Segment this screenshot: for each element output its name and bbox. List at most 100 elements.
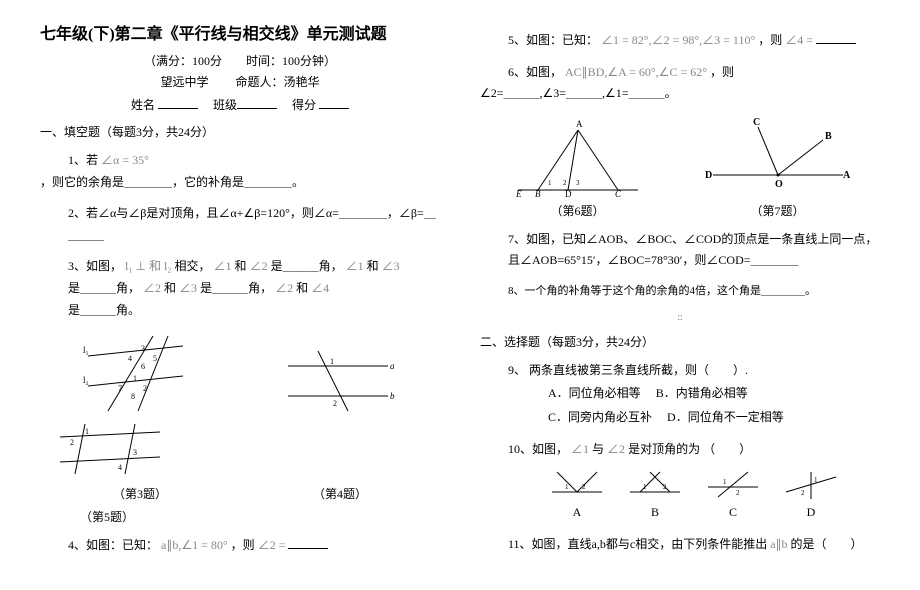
- q9-options: A．同位角必相等 B．内错角必相等 C．同旁内角必互补 D．同位角不一定相等: [508, 381, 880, 429]
- question-1: 1、若 ∠α = 35° ，则它的余角是＿＿＿＿，它的补角是＿＿＿＿。: [40, 150, 440, 193]
- q3-and-3: 和: [164, 281, 176, 295]
- q3-a: 3、如图，: [68, 259, 122, 273]
- q4-a: 4、如图：已知：: [68, 538, 158, 552]
- q3-ang2: ∠2: [250, 259, 268, 273]
- svg-text:6: 6: [141, 362, 145, 371]
- svg-text:2: 2: [801, 489, 805, 497]
- svg-text:5: 5: [153, 354, 157, 363]
- q5-ang: ∠4 =: [785, 33, 813, 47]
- svg-text:1: 1: [565, 483, 569, 491]
- svg-text:1: 1: [548, 179, 552, 187]
- name-label: 姓名: [131, 98, 155, 112]
- svg-text:2: 2: [333, 399, 337, 408]
- q10-fig-b: 12 B: [625, 467, 685, 524]
- q10-e2: ∠2: [607, 442, 625, 456]
- q11-b: 的是（ ）: [791, 537, 863, 551]
- svg-text:1: 1: [643, 483, 647, 491]
- svg-text:D: D: [565, 189, 572, 199]
- question-11: 11、如图，直线a,b都与c相交，由下列条件能推出 a∥b 的是（ ）: [480, 534, 880, 556]
- q3-ang1b: ∠1: [346, 259, 364, 273]
- q9-opt-a: A．同位角必相等: [548, 386, 641, 400]
- q3-and-4: 和: [296, 281, 308, 295]
- exam-subtitle-2: 望远中学 命题人：汤艳华: [40, 73, 440, 90]
- question-3: 3、如图， l₁ ⊥ 和 l₂ 相交， ∠1 和 ∠2 是＿＿＿角， ∠1 和 …: [40, 256, 440, 321]
- name-blank: [158, 97, 198, 109]
- fig4-label: （第4题）: [313, 485, 367, 502]
- q4-ang: ∠2 =: [258, 538, 286, 552]
- q9-opt-d: D．同位角不一定相等: [667, 410, 784, 424]
- svg-text:2: 2: [143, 384, 147, 393]
- fig7-label: （第7题）: [703, 202, 853, 219]
- q6-a: 6、如图，: [508, 65, 562, 79]
- svg-text:3: 3: [141, 344, 145, 353]
- q10-figures: 12 A 12 B 12 C 12 D: [508, 467, 880, 524]
- svg-text:2: 2: [582, 483, 586, 491]
- q3-f: 是＿＿＿角。: [68, 303, 140, 317]
- q3-ang3: ∠3: [382, 259, 400, 273]
- page-center-marker: ::: [480, 312, 880, 323]
- score-blank: [319, 97, 349, 109]
- question-5: 5、如图：已知： ∠1 = 82°,∠2 = 98°,∠3 = 110° ，则 …: [480, 30, 880, 52]
- svg-text:1: 1: [723, 478, 727, 486]
- q3-e: 是＿＿＿角，: [200, 281, 272, 295]
- q5-blank: [816, 32, 856, 44]
- q10-label-d: D: [781, 502, 841, 524]
- q4-b: ，则: [231, 538, 255, 552]
- fig5-label: （第5题）: [40, 508, 440, 525]
- q3-c: 是＿＿＿角，: [271, 259, 343, 273]
- svg-text:1: 1: [133, 374, 137, 383]
- score-label: 得分: [292, 98, 316, 112]
- q10-fig-d: 1 2 D: [781, 467, 841, 524]
- svg-text:a: a: [390, 361, 395, 371]
- q7-text: 7、如图，已知∠AOB、∠BOC、∠COD的顶点是一条直线上同一点，且∠AOB=…: [508, 232, 877, 268]
- figure-3: l₁ l₂ 3 4 5 6 1 7 2 8: [83, 331, 193, 416]
- svg-text:7: 7: [118, 384, 122, 393]
- svg-text:8: 8: [131, 392, 135, 401]
- svg-text:1: 1: [814, 476, 818, 484]
- question-9: 9、 两条直线被第三条直线所截，则（ ）. A．同位角必相等 B．内错角必相等 …: [480, 360, 880, 430]
- q3-ang3b: ∠3: [179, 281, 197, 295]
- question-7: 7、如图，已知∠AOB、∠BOC、∠COD的顶点是一条直线上同一点，且∠AOB=…: [480, 229, 880, 272]
- svg-text:A: A: [576, 119, 583, 129]
- exam-page: 七年级(下)第二章《平行线与相交线》单元测试题 （满分：100分 时间：100分…: [40, 20, 880, 567]
- q3-and-1: 和: [235, 259, 247, 273]
- figure-5-wrap: 1 2 3 4: [40, 422, 440, 477]
- author-name: 汤艳华: [284, 75, 320, 89]
- figure-labels-345: （第3题） （第4题）: [40, 483, 440, 502]
- q11-expr: a∥b: [770, 537, 787, 551]
- q10-e1: ∠1: [571, 442, 589, 456]
- class-blank: [237, 97, 277, 109]
- fig6-label: （第6题）: [508, 202, 648, 219]
- svg-text:3: 3: [576, 179, 580, 187]
- svg-text:B: B: [825, 131, 832, 142]
- q10-fig-a: 1 2 A: [547, 467, 607, 524]
- svg-text:O: O: [775, 179, 783, 190]
- class-label: 班级: [213, 98, 237, 112]
- q8-text: 8、一个角的补角等于这个角的余角的4倍，这个角是＿＿＿＿。: [508, 285, 816, 297]
- question-6: 6、如图， AC∥BD,∠A = 60°,∠C = 62° ，则 ∠2=＿＿＿,…: [480, 62, 880, 105]
- svg-text:1: 1: [330, 357, 334, 366]
- q5-a: 5、如图：已知：: [508, 33, 598, 47]
- question-2: 2、若∠α与∠β是对顶角，且∠α+∠β=120°，则∠α=＿＿＿＿，∠β=＿＿＿…: [40, 203, 440, 246]
- q10-b: 是对顶角的为 （ ）: [628, 442, 751, 456]
- q9-opt-b: B．内错角必相等: [656, 386, 748, 400]
- svg-text:D: D: [705, 170, 712, 181]
- svg-text:4: 4: [128, 354, 132, 363]
- section-1-header: 一、填空题（每题3分，共24分）: [40, 123, 440, 140]
- q11-a: 11、如图，直线a,b都与c相交，由下列条件能推出: [508, 537, 767, 551]
- q3-ang1: ∠1: [214, 259, 232, 273]
- q6-c: ∠2=＿＿＿,∠3=＿＿＿,∠1=＿＿＿。: [480, 86, 677, 100]
- q3-and-2: 和: [367, 259, 379, 273]
- exam-title: 七年级(下)第二章《平行线与相交线》单元测试题: [40, 20, 440, 44]
- q2-text: 2、若∠α与∠β是对顶角，且∠α+∠β=120°，则∠α=＿＿＿＿，∠β=＿＿＿…: [68, 206, 436, 242]
- figure-4: a b 1 2: [278, 346, 398, 416]
- q1-text-b: ，则它的余角是＿＿＿＿，它的补角是＿＿＿＿。: [40, 175, 304, 189]
- q3-d: 是＿＿＿角，: [68, 281, 140, 295]
- figure-row-345: l₁ l₂ 3 4 5 6 1 7 2 8 a b: [40, 331, 440, 416]
- figure-6-svg: A E B D C 1 2 3: [508, 115, 648, 200]
- svg-text:C: C: [615, 189, 622, 199]
- svg-text:4: 4: [118, 463, 122, 472]
- q10-label-a: A: [547, 502, 607, 524]
- svg-text:1: 1: [85, 427, 89, 436]
- student-info: 姓名 班级 得分: [40, 96, 440, 113]
